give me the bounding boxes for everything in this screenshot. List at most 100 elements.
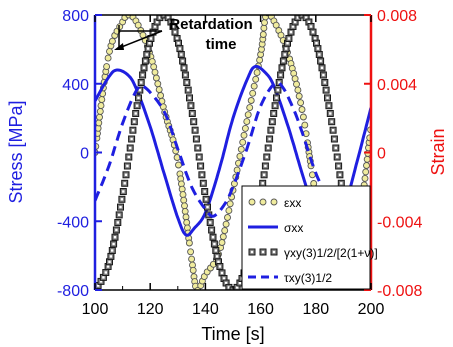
x-tick-label: 180	[302, 301, 329, 318]
data-point-center-gam	[320, 66, 324, 69]
data-point-center-gam	[296, 16, 300, 19]
legend-label-gam: γxy(3)1/2/[2(1+ν)]	[284, 246, 378, 260]
data-point-center-gam	[155, 20, 159, 24]
data-point-eps	[250, 82, 258, 90]
legend-marker-center-gam	[272, 250, 276, 254]
data-point-center-gam	[331, 129, 335, 132]
data-point-center-gam	[116, 221, 119, 224]
data-point-center-gam	[142, 66, 146, 69]
data-point-center-gam	[193, 129, 197, 132]
data-point-center-gam	[180, 53, 183, 56]
data-point-center-gam	[333, 137, 336, 141]
data-point-center-gam	[272, 112, 275, 115]
data-point-center-gam	[189, 104, 193, 107]
data-point-center-gam	[144, 59, 147, 63]
data-point-center-gam	[330, 120, 333, 123]
data-point-eps	[108, 37, 116, 45]
data-point-center-gam	[315, 42, 318, 45]
data-point-eps	[179, 191, 187, 199]
y-tick-label-left: 0	[80, 146, 89, 163]
data-point-center-gam	[149, 37, 153, 40]
data-point-center-gam	[178, 47, 182, 50]
data-point-center-gam	[202, 182, 205, 185]
legend-marker-eps	[248, 198, 256, 206]
data-point-center-gam	[218, 265, 222, 268]
data-point-eps	[97, 102, 105, 110]
data-point-center-gam	[177, 42, 180, 45]
x-tick-label: 140	[192, 301, 219, 318]
data-point-center-gam	[211, 236, 215, 239]
x-axis-label: Time [s]	[201, 324, 264, 344]
data-point-eps	[256, 56, 264, 64]
data-point-center-gam	[185, 81, 188, 84]
data-point-center-gam	[313, 37, 317, 40]
data-point-eps	[222, 220, 230, 228]
data-point-center-gam	[198, 155, 201, 159]
y-tick-label-left: -400	[57, 214, 89, 231]
data-point-center-gam	[273, 104, 277, 107]
data-point-center-gam	[131, 129, 135, 132]
legend-marker-center-gam	[261, 250, 265, 254]
data-point-center-gam	[102, 276, 105, 279]
data-point-center-gam	[199, 164, 202, 168]
y-tick-label-right: 0.008	[377, 8, 417, 25]
retardation-annotation: Retardation time	[114, 16, 253, 53]
data-point-center-gam	[276, 88, 280, 92]
data-point-eps	[180, 196, 188, 204]
data-point-center-gam	[108, 260, 111, 263]
data-point-eps	[298, 106, 306, 113]
data-point-eps	[224, 214, 231, 221]
data-point-center-gam	[269, 129, 273, 132]
data-point-eps	[260, 24, 268, 32]
data-point-center-gam	[140, 81, 143, 84]
data-point-eps	[185, 239, 193, 247]
data-point-center-gam	[316, 47, 320, 50]
data-point-center-gam	[195, 137, 198, 141]
data-point-eps	[241, 124, 249, 132]
data-point-eps	[297, 99, 305, 107]
annotation-line2: time	[206, 36, 237, 53]
data-point-center-gam	[187, 88, 190, 92]
data-point-center-gam	[124, 173, 128, 176]
data-point-center-gam	[222, 277, 226, 280]
data-point-eps	[151, 68, 159, 76]
data-point-center-gam	[286, 42, 289, 45]
data-point-eps	[294, 86, 302, 94]
data-point-eps	[363, 162, 370, 169]
data-point-eps	[150, 63, 158, 71]
data-point-eps	[363, 155, 371, 163]
data-point-center-gam	[311, 30, 315, 34]
data-point-center-gam	[106, 265, 110, 268]
data-point-center-gam	[204, 198, 208, 201]
data-point-eps	[189, 266, 197, 274]
data-point-center-gam	[278, 81, 281, 84]
legend-label-eps: εxx	[284, 196, 301, 210]
data-point-center-gam	[133, 120, 136, 123]
data-point-eps	[175, 161, 182, 169]
data-point-center-gam	[192, 120, 195, 123]
data-point-center-gam	[215, 255, 219, 258]
legend-item-tau: τxy(3)1/2	[248, 271, 332, 285]
data-point-center-gam	[130, 137, 133, 141]
y-tick-label-right: 0.004	[377, 77, 417, 94]
data-point-center-gam	[99, 280, 103, 283]
annotation-line1: Retardation	[169, 16, 252, 33]
data-point-eps	[272, 21, 280, 29]
data-point-eps	[152, 74, 160, 82]
data-point-center-gam	[127, 155, 130, 159]
data-point-center-gam	[323, 81, 326, 84]
data-point-center-gam	[188, 96, 191, 100]
data-point-center-gam	[153, 25, 157, 28]
data-point-center-gam	[326, 96, 329, 100]
x-tick-label: 200	[358, 301, 385, 318]
legend-item-gam: γxy(3)1/2/[2(1+ν)]	[248, 246, 378, 260]
data-point-center-gam	[307, 20, 311, 24]
data-point-center-gam	[120, 198, 124, 201]
data-point-eps	[187, 248, 195, 256]
data-point-center-gam	[135, 104, 139, 107]
data-point-eps	[154, 80, 162, 88]
data-point-center-gam	[284, 47, 288, 50]
data-point-center-gam	[309, 25, 313, 28]
y-axis-right-label: Strain	[428, 128, 448, 175]
